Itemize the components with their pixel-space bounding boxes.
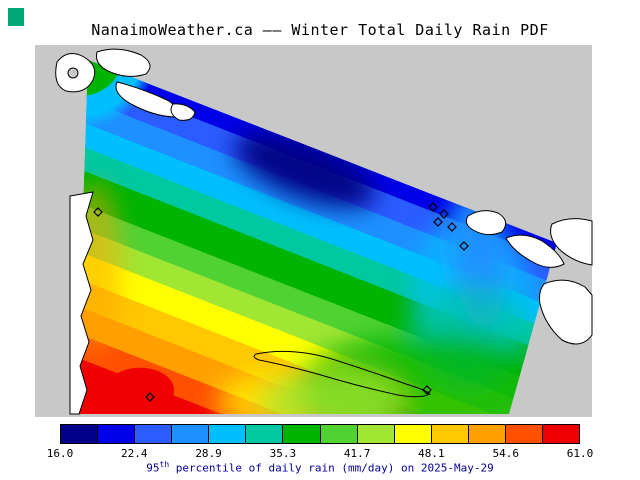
coastline-island-e-2: [505, 234, 565, 268]
colorbar-segment: [356, 425, 394, 443]
station-marker: [439, 209, 449, 219]
colorbar-tick-labels: 16.0 22.4 28.9 35.3 41.7 48.1 54.6 61.0: [0, 447, 640, 460]
colorbar-segment: [504, 425, 543, 443]
station-marker: [433, 217, 443, 227]
coastline-islet: [67, 67, 79, 79]
colorbar-segment: [542, 425, 580, 443]
coastline-island-nw-2: [96, 48, 151, 77]
colorbar-segment: [282, 425, 320, 443]
caption-percentile: 95: [146, 461, 160, 475]
coastline-mainland-se: [539, 279, 593, 345]
station-marker: [422, 385, 432, 395]
station-markers: [93, 202, 469, 402]
coastline-island-nw-4: [170, 103, 196, 121]
coastline-mainland-e: [550, 218, 593, 266]
station-marker: [447, 222, 457, 232]
colorbar-segment: [61, 425, 98, 443]
page-title: NanaimoWeather.ca —— Winter Total Daily …: [91, 21, 549, 39]
colorbar-tick-label: 48.1: [418, 447, 445, 460]
colorbar-segment: [430, 425, 468, 443]
station-marker: [428, 202, 438, 212]
coastline-island-south-outline: [253, 350, 431, 398]
caption: 95th percentile of daily rain (mm/day) o…: [0, 460, 640, 475]
caption-superscript: th: [159, 460, 170, 469]
colorbar-tick-label: 61.0: [566, 447, 594, 460]
colorbar-segment: [467, 425, 505, 443]
logo-mark: [8, 8, 24, 26]
colorbar-segment: [134, 425, 172, 443]
coastline-island-nw-3: [115, 81, 178, 118]
colorbar-tick-label: 41.7: [343, 447, 371, 460]
colorbar-segment: [393, 425, 431, 443]
colorbar-segment: [97, 425, 135, 443]
colorbar-segment: [319, 425, 357, 443]
contour-max-red-blob: [88, 356, 192, 414]
colorbar-segment: [208, 425, 246, 443]
station-marker: [93, 207, 103, 217]
colorbar-tick-label: 16.0: [46, 447, 74, 460]
caption-rest: percentile of daily rain (mm/day) on 202…: [169, 461, 494, 475]
west-coastline: [69, 191, 94, 415]
coastline-island-e-1: [465, 210, 507, 236]
coastline: [55, 48, 593, 415]
station-marker: [145, 392, 155, 402]
colorbar-segment: [245, 425, 283, 443]
colorbar: [60, 424, 580, 444]
colorbar-tick-label: 54.6: [492, 447, 519, 460]
colorbar-tick-label: 28.9: [195, 447, 222, 460]
colorbar-tick-label: 22.4: [121, 447, 148, 460]
colorbar-tick-label: 35.3: [269, 447, 297, 460]
station-marker: [459, 241, 469, 251]
colorbar-segment: [171, 425, 209, 443]
